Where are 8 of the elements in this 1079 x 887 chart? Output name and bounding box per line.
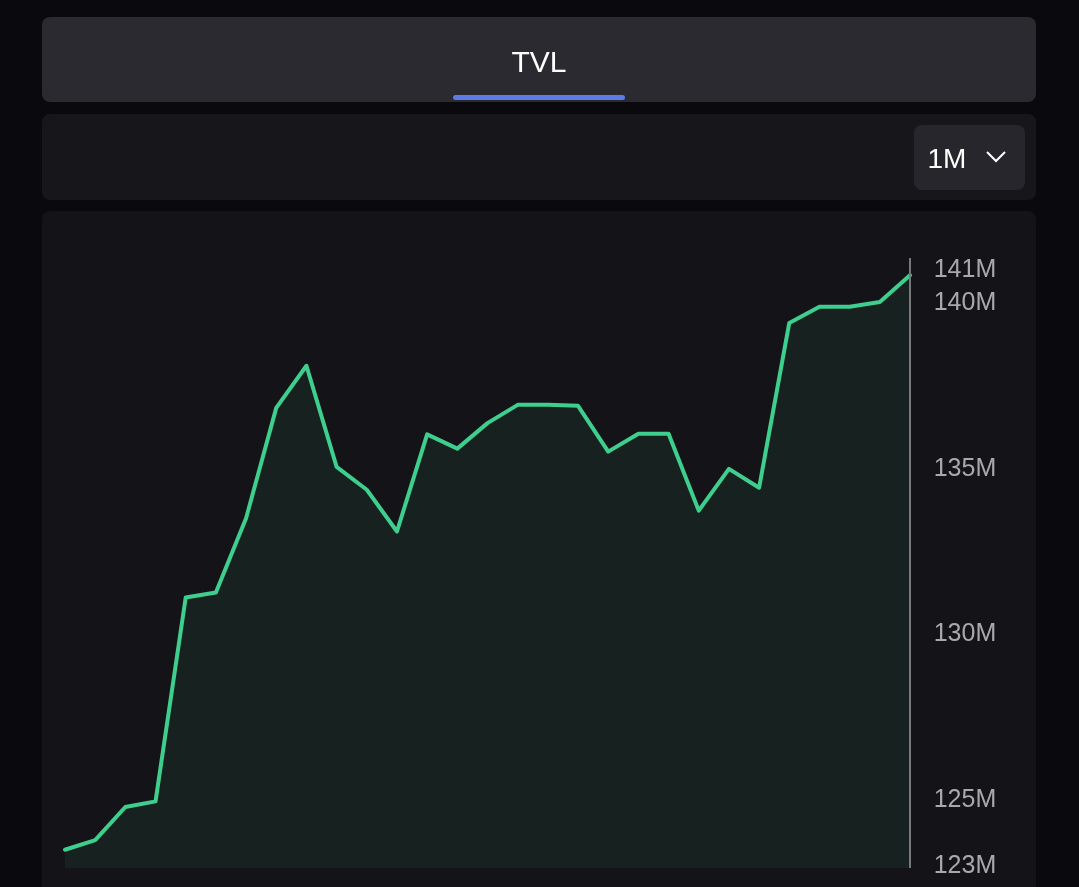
chart-title: TVL: [511, 45, 567, 78]
y-tick-label: 123M: [933, 850, 997, 879]
y-tick-label: 130M: [933, 618, 997, 647]
y-tick-label: 125M: [933, 784, 997, 813]
y-tick-label: 135M: [933, 452, 997, 481]
y-tick-label: 140M: [933, 286, 997, 315]
y-tick-label: 141M: [933, 253, 997, 282]
text: 1M: [927, 143, 967, 174]
